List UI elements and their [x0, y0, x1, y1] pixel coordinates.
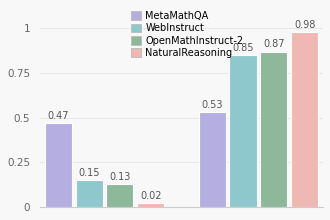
- Text: 0.85: 0.85: [232, 43, 254, 53]
- Text: 0.47: 0.47: [48, 111, 69, 121]
- Bar: [106, 184, 133, 207]
- Bar: [199, 112, 226, 207]
- Bar: [45, 123, 72, 207]
- Text: 0.98: 0.98: [294, 20, 315, 30]
- Text: 0.53: 0.53: [201, 100, 223, 110]
- Text: 0.87: 0.87: [263, 39, 284, 50]
- Legend: MetaMathQA, WebInstruct, OpenMathInstruct-2, NaturalReasoning: MetaMathQA, WebInstruct, OpenMathInstruc…: [130, 10, 244, 59]
- Bar: [291, 32, 318, 207]
- Bar: [260, 52, 287, 207]
- Text: 0.02: 0.02: [140, 191, 161, 201]
- Bar: [76, 180, 103, 207]
- Text: 0.15: 0.15: [78, 168, 100, 178]
- Bar: [229, 55, 256, 207]
- Text: 0.13: 0.13: [109, 172, 131, 182]
- Bar: [137, 204, 164, 207]
